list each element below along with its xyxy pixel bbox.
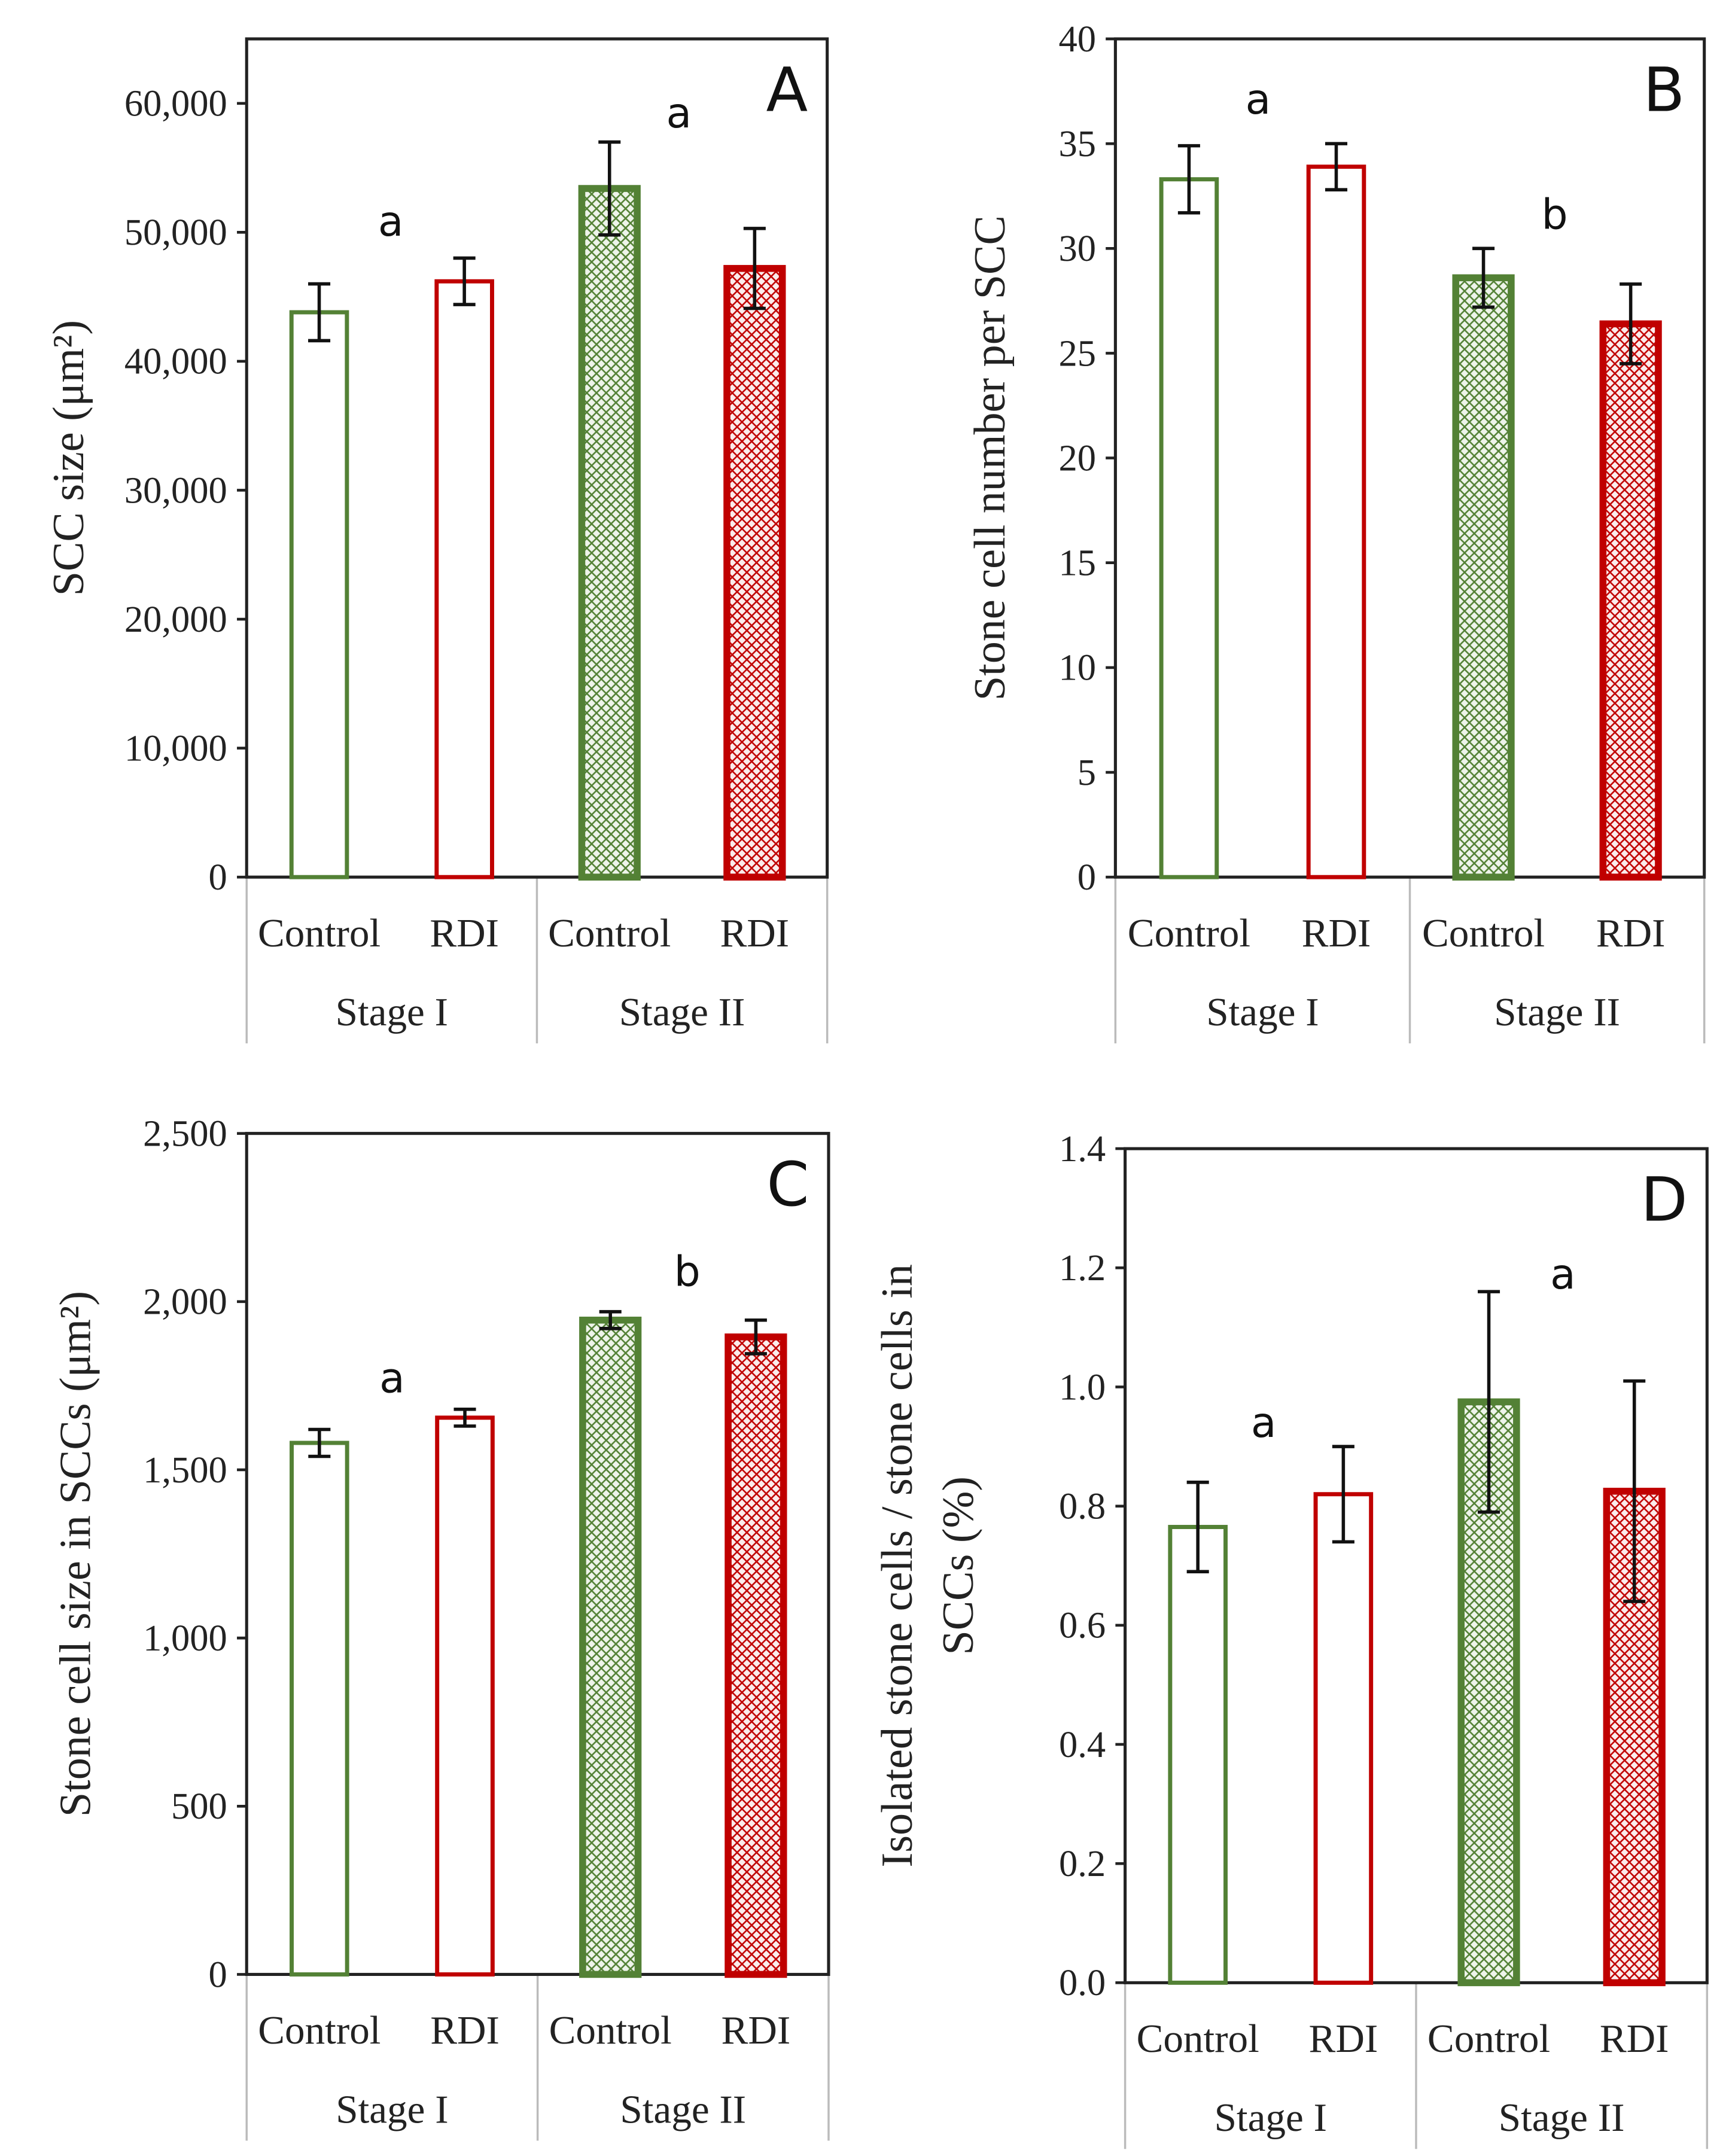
y-tick-label: 20 bbox=[1058, 437, 1096, 479]
bar-rdi-stage-1 bbox=[1313, 1492, 1374, 1985]
bar-control-stage-2 bbox=[1452, 274, 1515, 881]
panel-letter: B bbox=[1643, 54, 1685, 126]
y-tick-label: 1.0 bbox=[1059, 1366, 1106, 1408]
bar-rdi-stage-1 bbox=[434, 279, 494, 879]
y-tick-label: 0.4 bbox=[1059, 1723, 1106, 1765]
significance-letter: a bbox=[1246, 76, 1271, 124]
y-tick-label: 1.4 bbox=[1059, 1128, 1106, 1170]
group-label: Stage I bbox=[336, 989, 448, 1034]
y-tick-label: 30,000 bbox=[124, 469, 227, 511]
category-label: Control bbox=[258, 2008, 381, 2053]
bar-rdi-stage-1 bbox=[435, 1415, 495, 1977]
category-label: RDI bbox=[1302, 910, 1371, 955]
y-tick-label: 1.2 bbox=[1059, 1247, 1106, 1289]
significance-letter: a bbox=[378, 198, 404, 246]
y-tick-label: 0.2 bbox=[1059, 1843, 1106, 1884]
y-tick-label: 0 bbox=[209, 856, 227, 898]
y-tick-label: 2,500 bbox=[143, 1112, 227, 1154]
panel-d: 0.0 0.2 0.4 0.6 0.8 1.0 1.2 1.4 Isolated stone c… bbox=[873, 1128, 1709, 2149]
bar-control-stage-1 bbox=[289, 310, 349, 879]
panel-a: 0 10,000 20,000 30,000 40,000 50,000 60,000 SCC… bbox=[44, 37, 829, 1044]
y-tick-label: 5 bbox=[1077, 751, 1096, 793]
significance-letter: a bbox=[379, 1355, 405, 1403]
y-tick-label: 30 bbox=[1058, 227, 1096, 269]
panel-c: 0 500 1,000 1,500 2,000 2,500 Stone cell size … bbox=[51, 1112, 830, 2141]
y-tick-label: 0.6 bbox=[1059, 1604, 1106, 1646]
y-tick-label: 0.8 bbox=[1059, 1485, 1106, 1527]
panel-letter: A bbox=[766, 54, 808, 126]
category-label: RDI bbox=[430, 2008, 500, 2053]
y-tick-label: 15 bbox=[1058, 542, 1096, 584]
y-tick-label: 50,000 bbox=[124, 211, 227, 253]
bar-control-stage-1 bbox=[1159, 177, 1219, 879]
significance-letter: a bbox=[1251, 1399, 1277, 1447]
y-tick-label: 500 bbox=[171, 1785, 227, 1827]
bar-rdi-stage-2 bbox=[723, 264, 786, 881]
group-label: Stage I bbox=[1214, 2095, 1327, 2140]
group-label: Stage II bbox=[620, 2087, 746, 2131]
y-tick-label: 10,000 bbox=[124, 727, 227, 769]
y-axis-label: SCC size (μm²) bbox=[44, 320, 93, 596]
y-tick-label: 35 bbox=[1058, 123, 1096, 165]
y-tick-label: 20,000 bbox=[124, 598, 227, 640]
category-label: RDI bbox=[1596, 910, 1666, 955]
category-label: Control bbox=[1137, 2016, 1259, 2061]
category-label: RDI bbox=[430, 910, 499, 955]
significance-letter: a bbox=[666, 90, 692, 138]
group-label: Stage II bbox=[1494, 989, 1620, 1034]
category-label: Control bbox=[1128, 910, 1250, 955]
category-label: Control bbox=[548, 910, 671, 955]
group-label: Stage I bbox=[1206, 989, 1319, 1034]
group-label: Stage II bbox=[619, 989, 745, 1034]
y-tick-label: 1,500 bbox=[143, 1449, 227, 1491]
y-axis-label: Stone cell size in SCCs (μm²) bbox=[51, 1291, 101, 1817]
y-tick-label: 10 bbox=[1058, 647, 1096, 689]
y-tick-label: 1,000 bbox=[143, 1617, 227, 1659]
category-label: Control bbox=[258, 910, 381, 955]
y-tick-label: 40 bbox=[1058, 18, 1096, 60]
category-label: RDI bbox=[720, 910, 790, 955]
category-label: Control bbox=[549, 2008, 672, 2053]
plot-frame bbox=[1124, 1147, 1709, 1984]
category-label: RDI bbox=[1309, 2016, 1378, 2061]
category-label: RDI bbox=[1600, 2016, 1669, 2061]
y-tick-label: 40,000 bbox=[124, 340, 227, 382]
panel-letter: C bbox=[766, 1149, 809, 1220]
plot-frame bbox=[245, 37, 829, 879]
y-tick-label: 0 bbox=[1077, 856, 1096, 898]
y-axis-label: SCCs (%) bbox=[934, 1476, 983, 1655]
panel-letter: D bbox=[1640, 1165, 1687, 1236]
bar-rdi-stage-2 bbox=[725, 1333, 787, 1978]
bar-control-stage-2 bbox=[578, 185, 641, 881]
y-axis-label: Stone cell number per SCC bbox=[966, 215, 1015, 701]
bar-rdi-stage-1 bbox=[1306, 165, 1366, 879]
significance-letter: b bbox=[1541, 191, 1567, 239]
group-label: Stage II bbox=[1499, 2095, 1625, 2140]
y-tick-label: 0 bbox=[209, 1953, 227, 1995]
y-tick-label: 60,000 bbox=[124, 83, 227, 124]
plot-frame bbox=[245, 1132, 830, 1976]
bar-control-stage-2 bbox=[579, 1316, 642, 1978]
significance-letter: a bbox=[1550, 1251, 1576, 1299]
significance-letter: b bbox=[674, 1248, 701, 1296]
y-tick-label: 0.0 bbox=[1059, 1962, 1106, 2003]
bar-rdi-stage-2 bbox=[1599, 320, 1662, 881]
category-label: Control bbox=[1427, 2016, 1550, 2061]
category-label: Control bbox=[1422, 910, 1545, 955]
bar-control-stage-1 bbox=[290, 1441, 349, 1977]
y-tick-label: 2,000 bbox=[143, 1281, 227, 1323]
group-label: Stage I bbox=[336, 2087, 448, 2131]
y-axis-label: Isolated stone cells / stone cells in bbox=[873, 1264, 922, 1867]
y-tick-label: 25 bbox=[1058, 332, 1096, 374]
panel-b: 0 5 10 15 20 25 30 35 40 Stone cell number per SC… bbox=[966, 18, 1706, 1044]
bar-control-stage-1 bbox=[1168, 1525, 1228, 1985]
category-label: RDI bbox=[722, 2008, 791, 2053]
